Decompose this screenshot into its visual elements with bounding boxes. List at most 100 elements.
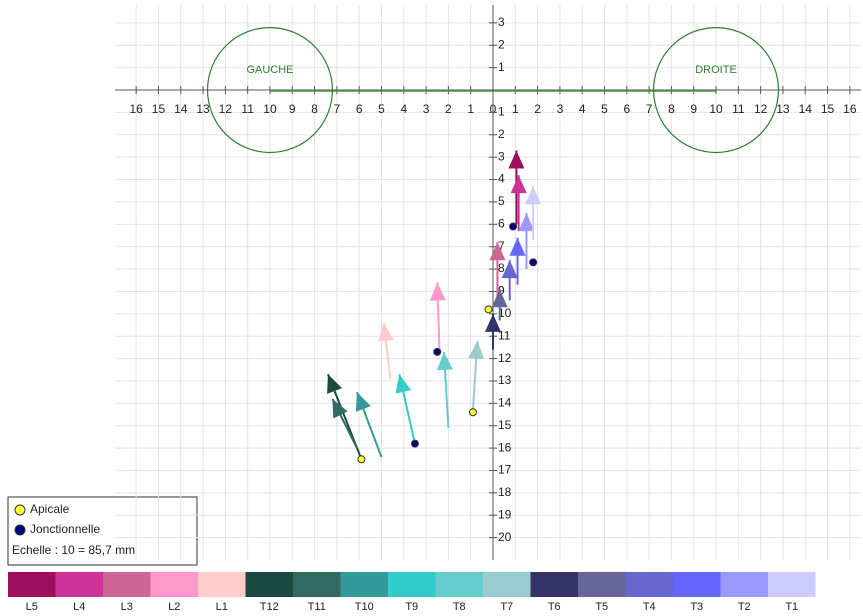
x-tick-label: 3	[423, 102, 430, 116]
swatch-label: L4	[73, 601, 85, 613]
color-swatch	[673, 572, 721, 597]
color-swatch	[768, 572, 816, 597]
swatch-label: T12	[260, 601, 279, 613]
point-marker	[410, 439, 419, 448]
x-tick-label: 10	[263, 102, 277, 116]
y-tick-label: 10	[498, 306, 512, 320]
swatch-label: T10	[355, 601, 374, 613]
vector-head	[509, 237, 526, 256]
swatch-label: T1	[785, 601, 798, 613]
swatch-label: T3	[690, 601, 703, 613]
y-tick-label: 6	[498, 216, 505, 230]
color-swatch	[720, 572, 768, 597]
zone-circle	[206, 26, 334, 154]
x-tick-label: 7	[646, 102, 653, 116]
vector-head	[429, 282, 446, 301]
y-tick-label: 2	[498, 37, 505, 51]
y-tick-label: 16	[498, 440, 512, 454]
y-tick-label: 5	[498, 194, 505, 208]
x-tick-label: 8	[668, 102, 675, 116]
x-tick-label: 14	[799, 102, 813, 116]
swatch-label: T9	[405, 601, 418, 613]
color-swatch	[8, 572, 56, 597]
color-swatch	[55, 572, 103, 597]
y-tick-label: 12	[498, 351, 512, 365]
vector-head	[518, 213, 535, 232]
x-tick-label: 2	[445, 102, 452, 116]
vector-head	[327, 374, 342, 394]
x-tick-label: 8	[311, 102, 318, 116]
color-swatch	[530, 572, 578, 597]
scale-note: Echelle : 10 = 85,7 mm	[12, 543, 135, 557]
x-tick-label: 5	[601, 102, 608, 116]
x-tick-label: 5	[378, 102, 385, 116]
x-tick-label: 13	[776, 102, 790, 116]
y-tick-label: 2	[498, 127, 505, 141]
y-tick-label: 7	[498, 239, 505, 253]
color-swatch	[103, 572, 151, 597]
vector-head	[485, 313, 501, 332]
swatch-label: T7	[500, 601, 513, 613]
swatch-label: T2	[738, 601, 751, 613]
x-tick-label: 9	[289, 102, 296, 116]
grid-layer	[115, 5, 861, 560]
x-tick-label: 6	[623, 102, 630, 116]
legend-label: Jonctionnelle	[30, 522, 100, 536]
color-swatch	[198, 572, 246, 597]
x-tick-label: 1	[467, 102, 474, 116]
y-tick-label: 3	[498, 149, 505, 163]
zone-label: DROITE	[695, 64, 737, 76]
y-tick-label: 18	[498, 485, 512, 499]
zone-circle	[652, 26, 780, 154]
y-tick-label: 4	[498, 172, 505, 186]
y-tick-label: 11	[498, 328, 511, 342]
color-swatch	[245, 572, 293, 597]
color-swatch	[293, 572, 341, 597]
vector-head	[501, 260, 518, 279]
color-swatch	[388, 572, 436, 597]
y-tick-label: 19	[498, 507, 512, 521]
x-tick-label: 15	[821, 102, 835, 116]
y-tick-label: 14	[498, 396, 512, 410]
vector-head	[468, 340, 485, 360]
x-tick-label: 4	[579, 102, 586, 116]
color-swatch	[435, 572, 483, 597]
x-tick-label: 11	[732, 102, 745, 116]
swatch-label: L5	[26, 601, 38, 613]
x-tick-label: 16	[129, 102, 143, 116]
y-tick-label: 17	[498, 463, 512, 477]
swatch-label: T5	[595, 601, 608, 613]
zone-label: GAUCHE	[246, 64, 293, 76]
x-tick-label: 11	[241, 102, 254, 116]
y-tick-label: 3	[498, 15, 505, 29]
x-tick-label: 15	[152, 102, 166, 116]
x-tick-label: 6	[356, 102, 363, 116]
x-tick-label: 12	[754, 102, 768, 116]
swatch-label: L1	[216, 601, 228, 613]
x-tick-label: 7	[334, 102, 341, 116]
y-tick-label: 1	[498, 105, 505, 119]
color-swatch	[625, 572, 673, 597]
vector-head	[355, 392, 371, 412]
swatch-label: L3	[121, 601, 133, 613]
x-tick-label: 3	[557, 102, 564, 116]
x-tick-label: 9	[690, 102, 697, 116]
vector-head	[395, 374, 412, 394]
vector-head	[489, 242, 506, 261]
color-swatch	[340, 572, 388, 597]
vector-head	[437, 351, 453, 371]
swatch-label: T4	[643, 601, 656, 613]
y-tick-label: 1	[498, 60, 505, 74]
y-tick-label: 15	[498, 418, 512, 432]
swatch-label: T11	[308, 601, 326, 613]
y-tick-label: 13	[498, 373, 512, 387]
point-marker	[509, 222, 518, 231]
color-swatch	[150, 572, 198, 597]
legend-marker	[14, 524, 26, 536]
legend-box	[7, 496, 198, 566]
y-tick-label: 20	[498, 530, 512, 544]
point-marker	[468, 408, 477, 417]
swatch-label: T6	[548, 601, 561, 613]
legend-marker	[14, 504, 26, 516]
